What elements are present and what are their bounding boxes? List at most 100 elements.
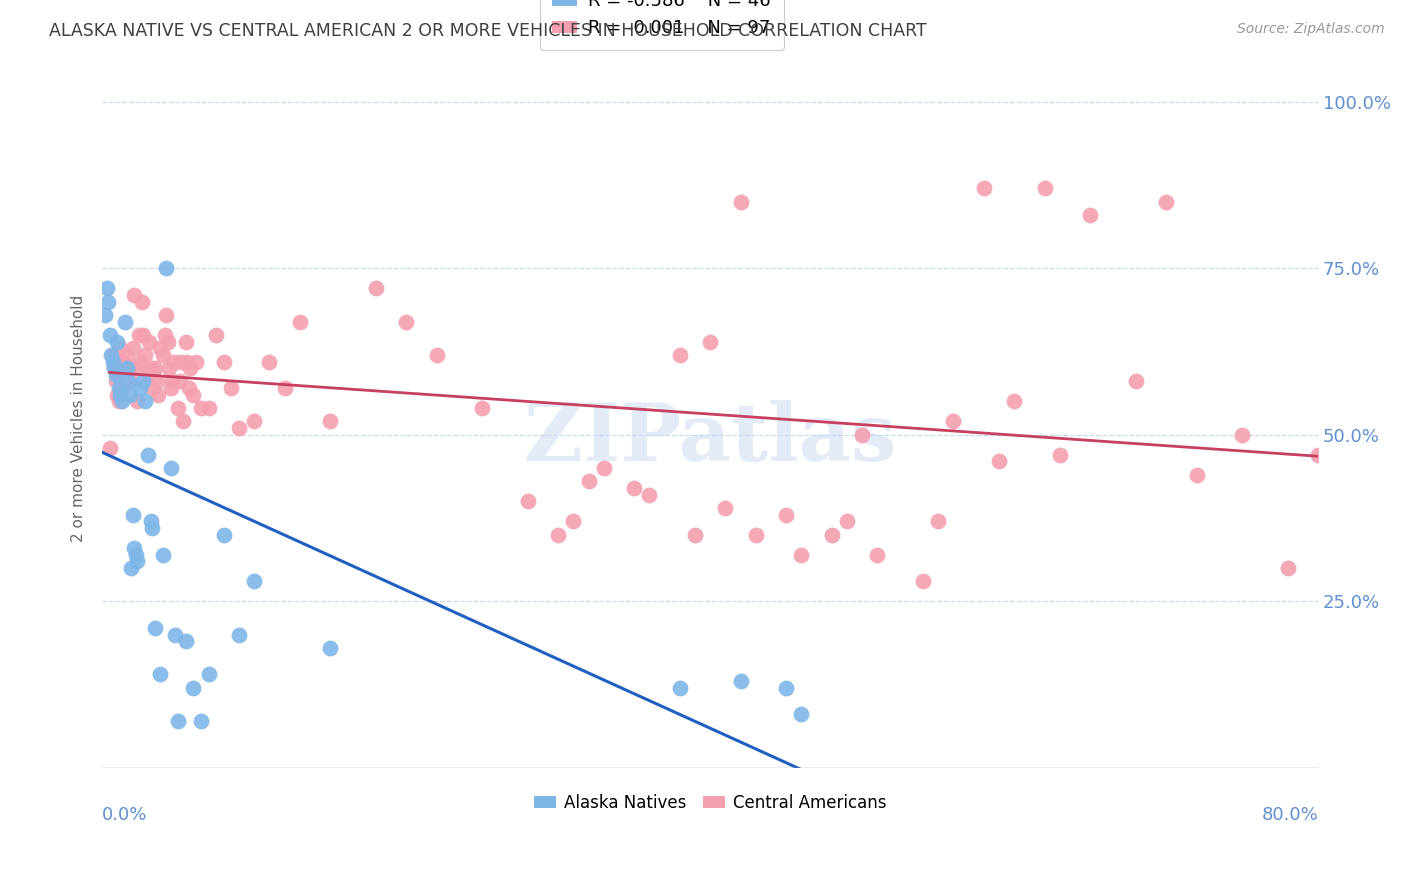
Text: Source: ZipAtlas.com: Source: ZipAtlas.com <box>1237 22 1385 37</box>
Point <box>153 327 176 342</box>
Point <box>145 621 167 635</box>
Point <box>152 548 174 562</box>
Point <box>1078 208 1101 222</box>
Point <box>141 381 163 395</box>
Point <box>111 394 134 409</box>
Point <box>120 561 142 575</box>
Point <box>243 414 266 428</box>
Point <box>1185 467 1208 482</box>
Point <box>127 394 149 409</box>
Point <box>129 354 152 368</box>
Point <box>183 681 205 695</box>
Point <box>730 674 752 689</box>
Point <box>183 388 205 402</box>
Point <box>638 488 661 502</box>
Point <box>121 508 143 522</box>
Point <box>118 375 141 389</box>
Point <box>117 361 139 376</box>
Point <box>111 381 134 395</box>
Y-axis label: 2 or more Vehicles in Household: 2 or more Vehicles in Household <box>72 294 86 541</box>
Point <box>1277 561 1299 575</box>
Point <box>1002 394 1025 409</box>
Point <box>156 334 179 349</box>
Point <box>775 681 797 695</box>
Point <box>730 194 752 209</box>
Point <box>118 388 141 402</box>
Point <box>155 261 177 276</box>
Point <box>101 354 124 368</box>
Point <box>186 354 208 368</box>
Point <box>145 361 167 376</box>
Point <box>623 481 645 495</box>
Point <box>148 388 170 402</box>
Point <box>911 574 934 589</box>
Point <box>790 548 813 562</box>
Point <box>516 494 538 508</box>
Point <box>790 707 813 722</box>
Point <box>259 354 281 368</box>
Point <box>103 361 125 376</box>
Point <box>562 514 585 528</box>
Point <box>124 548 146 562</box>
Point <box>190 714 212 728</box>
Point <box>141 521 163 535</box>
Point <box>228 421 250 435</box>
Point <box>129 381 152 395</box>
Point <box>101 348 124 362</box>
Point <box>121 341 143 355</box>
Point <box>149 341 172 355</box>
Point <box>668 348 690 362</box>
Point <box>578 475 600 489</box>
Point <box>866 548 889 562</box>
Point <box>107 334 129 349</box>
Point <box>98 327 121 342</box>
Point <box>110 341 132 355</box>
Point <box>221 381 243 395</box>
Point <box>127 554 149 568</box>
Point <box>1154 194 1177 209</box>
Point <box>122 541 145 555</box>
Point <box>169 375 191 389</box>
Point <box>167 714 190 728</box>
Point <box>174 334 197 349</box>
Point <box>364 281 387 295</box>
Point <box>108 381 131 395</box>
Point <box>103 361 125 376</box>
Point <box>745 527 768 541</box>
Point <box>114 368 136 382</box>
Point <box>117 375 139 389</box>
Point <box>1230 427 1253 442</box>
Point <box>197 667 219 681</box>
Point <box>155 308 177 322</box>
Point <box>714 501 737 516</box>
Point <box>1033 181 1056 195</box>
Point <box>110 388 132 402</box>
Point <box>273 381 295 395</box>
Point <box>94 308 117 322</box>
Point <box>112 354 135 368</box>
Point <box>471 401 494 416</box>
Point <box>172 414 194 428</box>
Point <box>165 627 187 641</box>
Point <box>179 361 201 376</box>
Point <box>1308 448 1330 462</box>
Point <box>107 388 129 402</box>
Point <box>115 361 138 376</box>
Point <box>149 667 172 681</box>
Point <box>104 375 127 389</box>
Point <box>152 348 174 362</box>
Point <box>170 354 193 368</box>
Point <box>319 414 342 428</box>
Point <box>108 394 131 409</box>
Point <box>973 181 995 195</box>
Point <box>132 327 155 342</box>
Point <box>122 288 145 302</box>
Point <box>1049 448 1071 462</box>
Point <box>136 368 159 382</box>
Point <box>775 508 797 522</box>
Point <box>987 454 1010 468</box>
Point <box>98 441 121 455</box>
Point <box>104 368 127 382</box>
Point <box>176 354 198 368</box>
Point <box>243 574 266 589</box>
